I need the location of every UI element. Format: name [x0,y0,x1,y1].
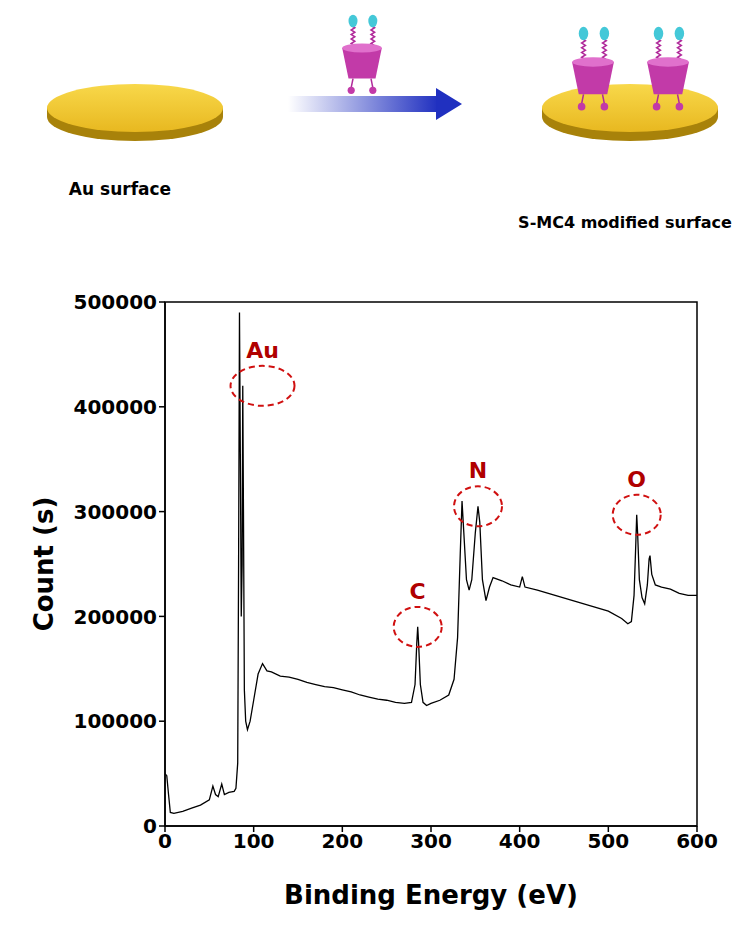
svg-text:600: 600 [676,829,718,853]
svg-text:O: O [627,467,646,492]
svg-text:500000: 500000 [74,290,158,314]
svg-text:Binding Energy (eV): Binding Energy (eV) [284,880,578,910]
svg-text:200000: 200000 [74,605,158,629]
svg-text:300000: 300000 [74,500,158,524]
svg-text:400000: 400000 [74,395,158,419]
svg-text:S-MC4 modified surface: S-MC4 modified surface [518,213,732,232]
svg-text:C: C [410,579,426,604]
svg-text:0: 0 [143,814,157,838]
svg-text:500: 500 [587,829,629,853]
svg-text:Au: Au [246,338,279,363]
svg-text:0: 0 [158,829,172,853]
svg-text:100: 100 [233,829,275,853]
svg-text:200: 200 [321,829,363,853]
svg-text:Count (s): Count (s) [29,497,59,632]
svg-text:N: N [469,458,487,483]
svg-text:Au surface: Au surface [69,179,171,199]
svg-text:100000: 100000 [74,709,158,733]
svg-text:400: 400 [499,829,541,853]
svg-text:300: 300 [410,829,452,853]
